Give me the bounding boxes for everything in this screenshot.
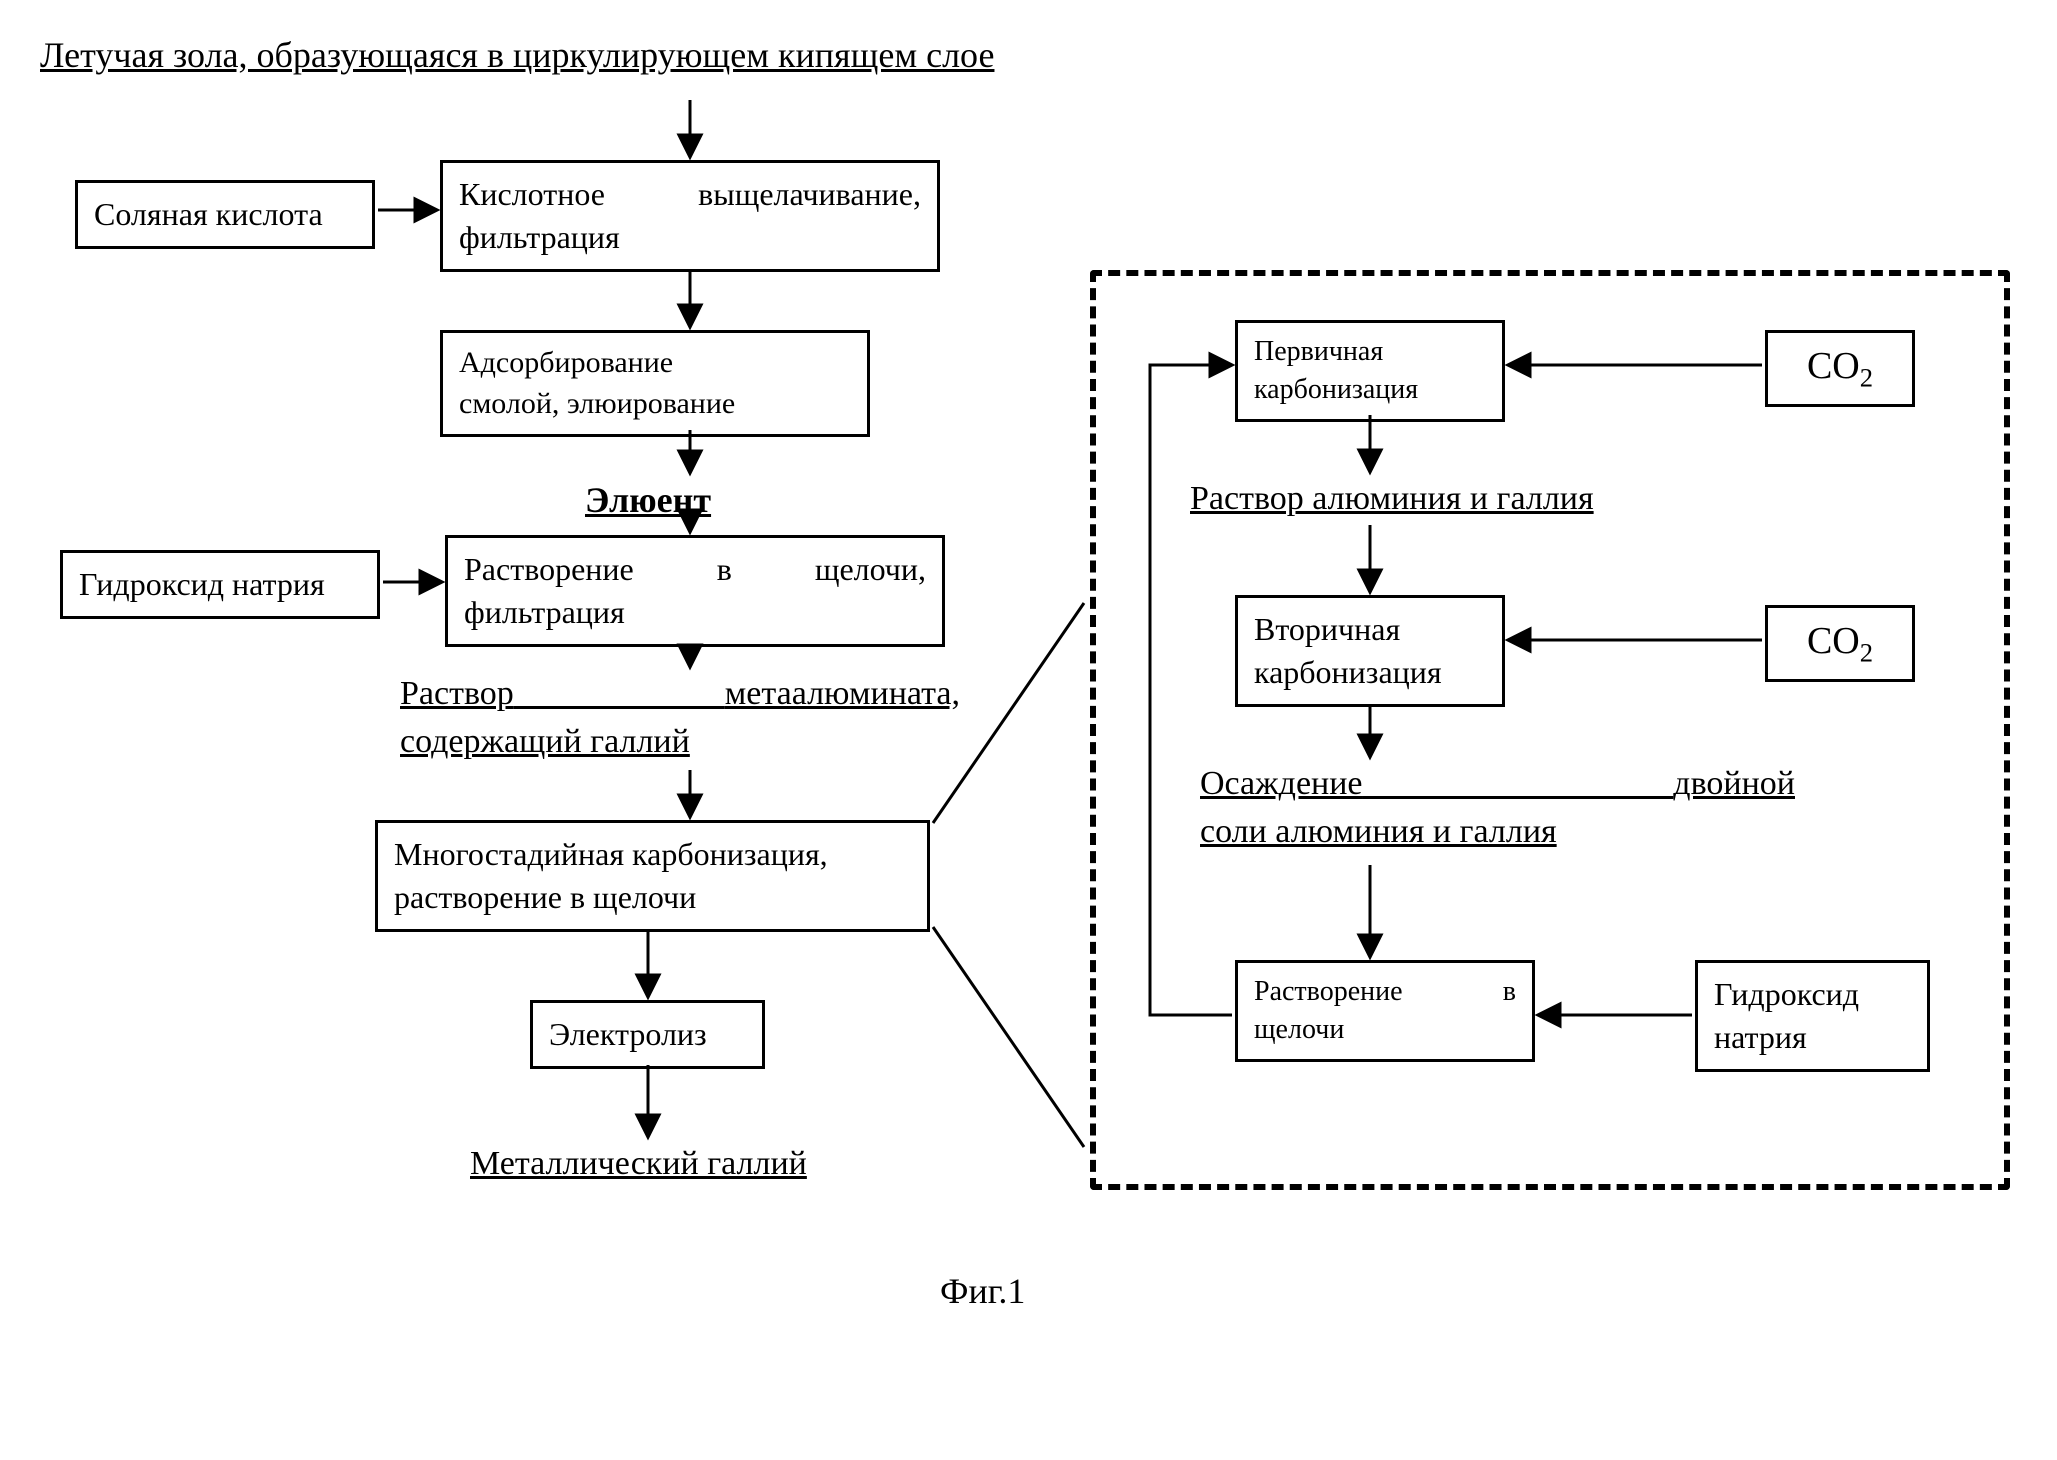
meta-l2: содержащий галлий <box>400 718 960 766</box>
box-co2-2: CO2 <box>1765 605 1915 682</box>
carb1-l2: карбонизация <box>1254 371 1486 409</box>
carb2-l1: Вторичная <box>1254 608 1486 651</box>
box-carb2: Вторичная карбонизация <box>1235 595 1505 707</box>
box-naoh-left: Гидроксид натрия <box>60 550 380 619</box>
alk-w3: щелочи, <box>815 551 926 587</box>
alk-w2: в <box>717 551 732 587</box>
box-naoh-right: Гидроксид натрия <box>1695 960 1930 1072</box>
label-eluent: Элюент <box>585 475 711 525</box>
precip-l2: соли алюминия и галлия <box>1200 808 1795 856</box>
box-co2-1: CO2 <box>1765 330 1915 407</box>
naoh-r-l1: Гидроксид <box>1714 973 1911 1016</box>
figure-caption: Фиг.1 <box>940 1270 1025 1312</box>
label-al-ga-solution: Раствор алюминия и галлия <box>1190 475 1594 523</box>
box-carb1: Первичная карбонизация <box>1235 320 1505 422</box>
meta-w1: Раствор <box>400 675 514 712</box>
carb1-l1: Первичная <box>1254 333 1486 371</box>
box-multi-carb: Многостадийная карбонизация, растворение… <box>375 820 930 932</box>
label-output: Металлический галлий <box>470 1140 807 1188</box>
multi-l1: Многостадийная карбонизация, <box>394 833 911 876</box>
box-hcl: Соляная кислота <box>75 180 375 249</box>
co2-1-sub: 2 <box>1860 363 1873 393</box>
label-precip: Осаждение двойной соли алюминия и галлия <box>1200 760 1795 855</box>
box-dissolve-right: Растворение в щелочи <box>1235 960 1535 1062</box>
alk-l2: фильтрация <box>464 591 926 634</box>
precip-w1: Осаждение <box>1200 765 1363 802</box>
precip-w2: двойной <box>1673 765 1795 802</box>
dr-w1: Растворение <box>1254 976 1403 1007</box>
adsorb-l2: смолой, элюирование <box>459 384 851 425</box>
dr-l2: щелочи <box>1254 1011 1516 1049</box>
adsorb-l1: Адсорбирование <box>459 343 851 384</box>
naoh-left-text: Гидроксид натрия <box>79 566 325 602</box>
diagram-title: Летучая зола, образующаяся в циркулирующ… <box>40 30 1170 80</box>
carb2-l2: карбонизация <box>1254 651 1486 694</box>
box-electrolysis: Электролиз <box>530 1000 765 1069</box>
acid-leach-w1: Кислотное <box>459 176 605 212</box>
box-alkali-dissolve: Растворение в щелочи, фильтрация <box>445 535 945 647</box>
box-adsorb: Адсорбирование смолой, элюирование <box>440 330 870 437</box>
co2-2-sub: 2 <box>1860 638 1873 668</box>
box-acid-leach: Кислотное выщелачивание, фильтрация <box>440 160 940 272</box>
label-metaaluminate: Раствор метаалюмината, содержащий галлий <box>400 670 960 765</box>
dr-w2: в <box>1503 976 1516 1007</box>
naoh-r-l2: натрия <box>1714 1016 1911 1059</box>
acid-leach-l2: фильтрация <box>459 216 921 259</box>
alk-w1: Растворение <box>464 551 634 587</box>
multi-l2: растворение в щелочи <box>394 876 911 919</box>
box-hcl-text: Соляная кислота <box>94 196 323 232</box>
co2-2-text: CO <box>1807 620 1860 662</box>
co2-1-text: CO <box>1807 345 1860 387</box>
meta-w2: метаалюмината, <box>725 675 960 712</box>
acid-leach-w2: выщелачивание, <box>698 176 921 212</box>
electrolysis-text: Электролиз <box>549 1016 707 1052</box>
